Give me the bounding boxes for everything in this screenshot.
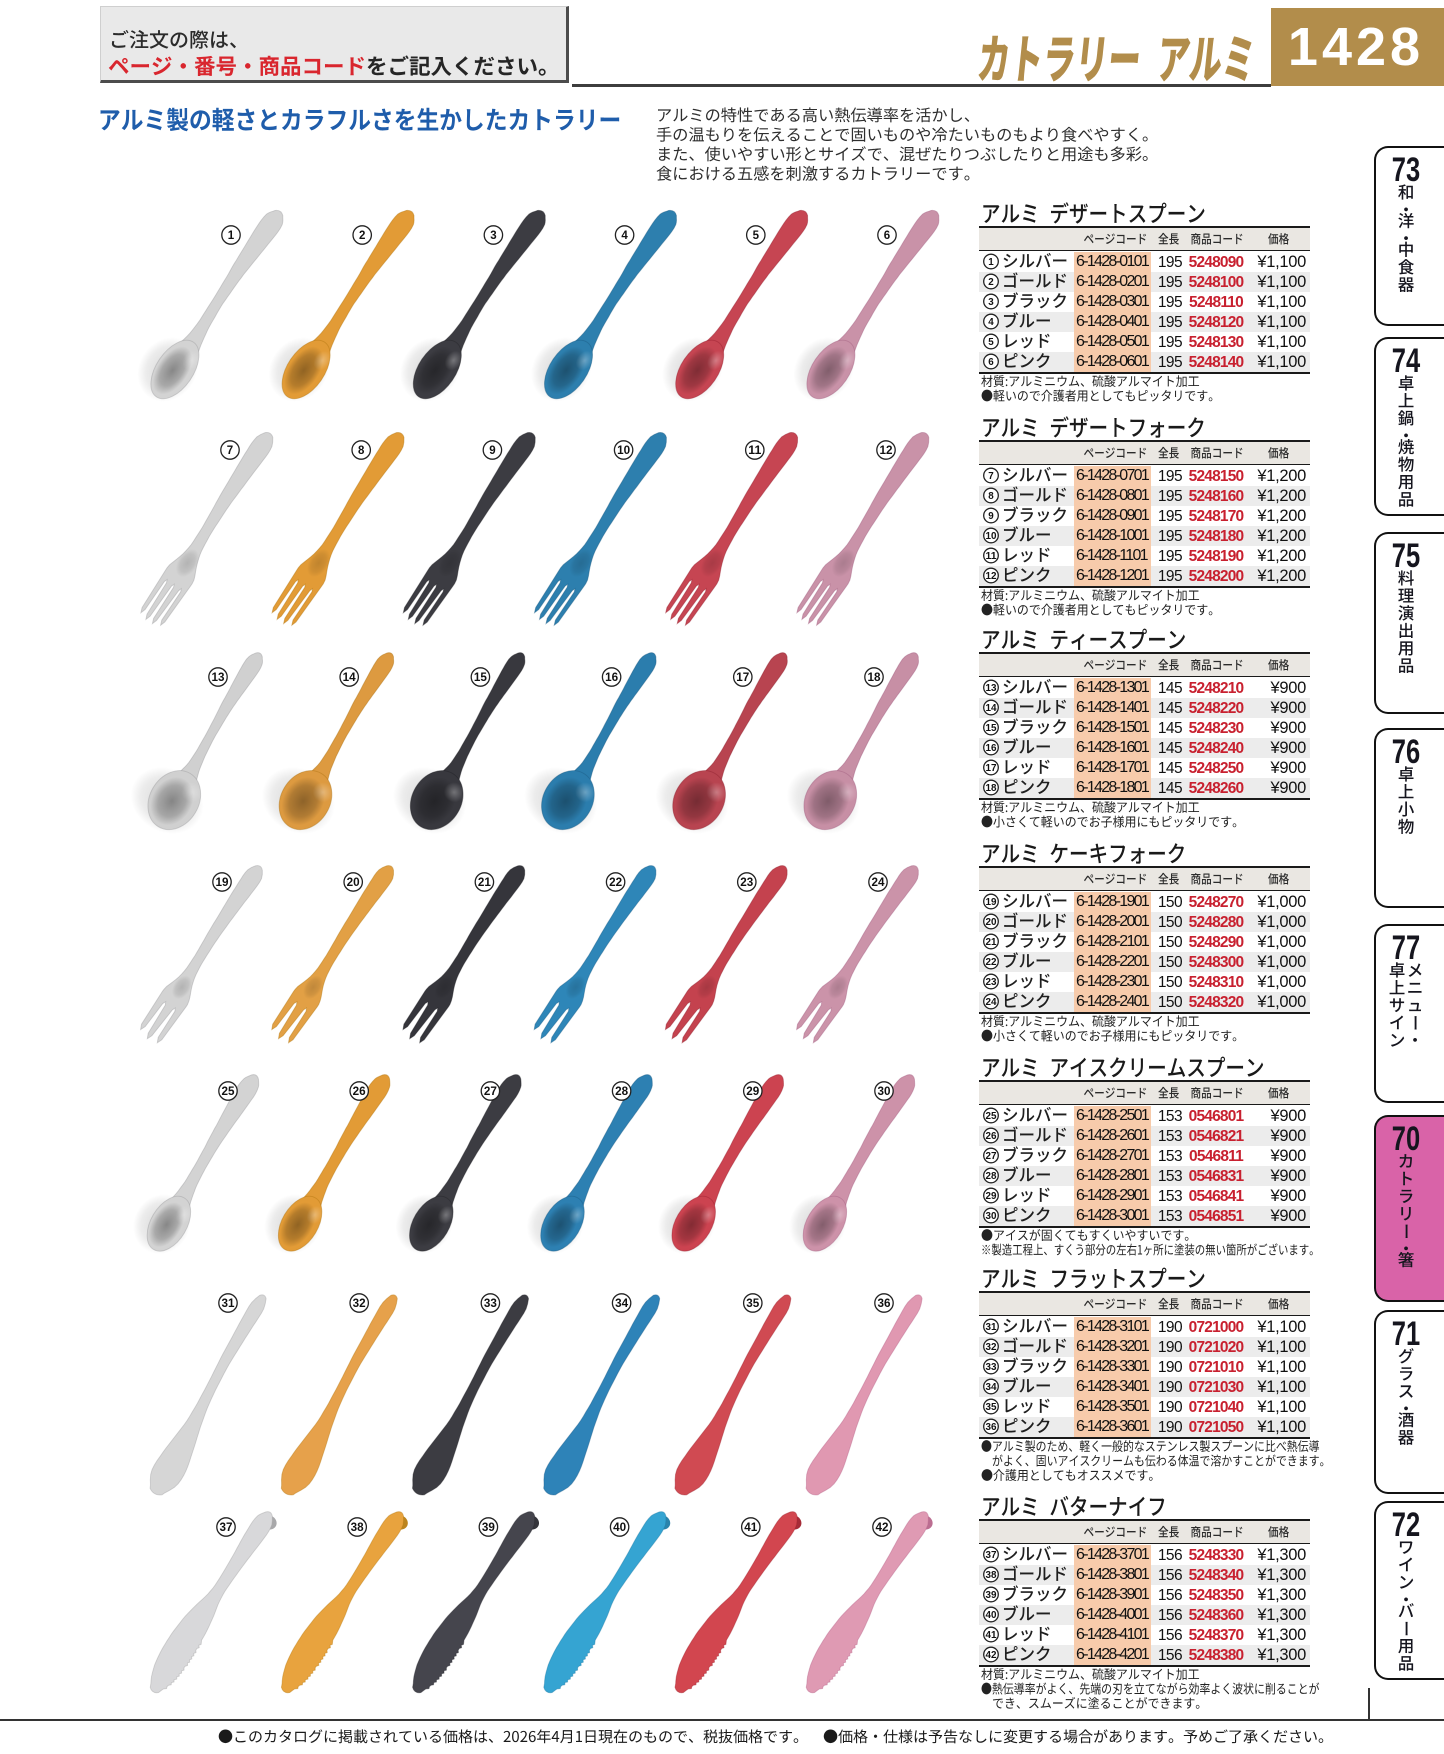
svg-text:17: 17: [986, 763, 998, 774]
svg-text:10: 10: [986, 531, 998, 542]
svg-text:35: 35: [986, 1402, 998, 1413]
svg-text:28: 28: [986, 1171, 998, 1182]
svg-text:4: 4: [621, 230, 628, 242]
svg-text:3: 3: [490, 230, 496, 242]
svg-text:40: 40: [613, 1522, 626, 1534]
svg-text:32: 32: [353, 1298, 366, 1310]
svg-text:29: 29: [986, 1191, 998, 1202]
svg-text:21: 21: [986, 937, 998, 948]
svg-text:34: 34: [986, 1382, 998, 1393]
svg-text:20: 20: [986, 917, 998, 928]
svg-text:35: 35: [746, 1298, 760, 1310]
svg-text:36: 36: [878, 1298, 891, 1310]
svg-text:42: 42: [876, 1522, 889, 1534]
svg-text:33: 33: [484, 1298, 497, 1310]
svg-text:20: 20: [347, 877, 360, 889]
svg-text:15: 15: [986, 723, 998, 734]
svg-text:41: 41: [986, 1630, 998, 1641]
svg-text:8: 8: [988, 491, 994, 502]
svg-text:9: 9: [988, 511, 994, 522]
svg-text:24: 24: [872, 877, 886, 889]
svg-text:39: 39: [482, 1522, 495, 1534]
svg-text:12: 12: [880, 445, 893, 457]
svg-text:15: 15: [474, 672, 488, 684]
svg-text:6: 6: [988, 357, 994, 368]
svg-text:8: 8: [358, 445, 365, 457]
svg-text:30: 30: [878, 1086, 891, 1098]
svg-text:18: 18: [986, 783, 998, 794]
svg-text:22: 22: [986, 957, 998, 968]
svg-text:42: 42: [986, 1650, 998, 1661]
svg-text:10: 10: [617, 445, 630, 457]
svg-text:11: 11: [748, 445, 762, 457]
svg-text:1: 1: [228, 230, 235, 242]
svg-text:2: 2: [988, 277, 994, 288]
svg-text:32: 32: [986, 1342, 998, 1353]
svg-text:33: 33: [986, 1362, 998, 1373]
svg-text:37: 37: [220, 1522, 233, 1534]
svg-text:5: 5: [753, 230, 760, 242]
svg-text:21: 21: [478, 877, 492, 889]
svg-text:39: 39: [986, 1590, 998, 1601]
svg-text:40: 40: [986, 1610, 998, 1621]
svg-text:12: 12: [986, 571, 998, 582]
svg-text:14: 14: [986, 703, 998, 714]
svg-text:38: 38: [986, 1570, 998, 1581]
svg-text:13: 13: [986, 683, 998, 694]
svg-text:22: 22: [609, 877, 622, 889]
svg-text:41: 41: [744, 1522, 758, 1534]
svg-text:19: 19: [216, 877, 229, 889]
svg-text:7: 7: [988, 471, 994, 482]
svg-text:14: 14: [343, 672, 357, 684]
svg-text:26: 26: [986, 1131, 998, 1142]
svg-text:17: 17: [736, 672, 749, 684]
svg-text:31: 31: [222, 1298, 236, 1310]
svg-text:24: 24: [986, 997, 998, 1008]
svg-text:27: 27: [484, 1086, 497, 1098]
svg-text:26: 26: [353, 1086, 366, 1098]
svg-text:18: 18: [868, 672, 882, 684]
svg-text:36: 36: [986, 1422, 998, 1433]
svg-text:13: 13: [212, 672, 225, 684]
svg-text:25: 25: [986, 1111, 998, 1122]
svg-text:19: 19: [986, 897, 998, 908]
svg-text:7: 7: [227, 445, 233, 457]
svg-text:23: 23: [740, 877, 753, 889]
svg-text:5: 5: [988, 337, 994, 348]
svg-text:31: 31: [986, 1322, 998, 1333]
svg-text:4: 4: [988, 317, 994, 328]
svg-text:30: 30: [986, 1211, 998, 1222]
svg-text:11: 11: [986, 551, 998, 562]
svg-text:29: 29: [746, 1086, 759, 1098]
svg-text:9: 9: [489, 445, 495, 457]
svg-text:2: 2: [359, 230, 365, 242]
svg-text:34: 34: [615, 1298, 629, 1310]
svg-text:6: 6: [884, 230, 890, 242]
svg-text:16: 16: [605, 672, 618, 684]
svg-text:25: 25: [222, 1086, 236, 1098]
svg-text:1: 1: [988, 257, 994, 268]
svg-text:37: 37: [986, 1550, 998, 1561]
svg-text:38: 38: [351, 1522, 365, 1534]
svg-text:3: 3: [988, 297, 994, 308]
svg-text:16: 16: [986, 743, 998, 754]
svg-text:27: 27: [986, 1151, 998, 1162]
svg-text:23: 23: [986, 977, 998, 988]
svg-text:28: 28: [615, 1086, 629, 1098]
